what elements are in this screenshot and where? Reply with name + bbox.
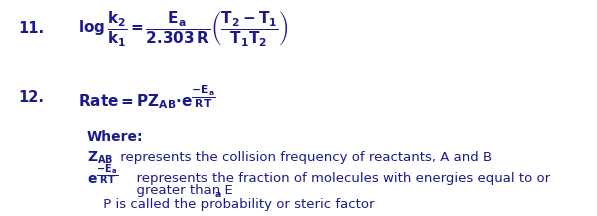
Text: $\mathbf{Z_{AB}}$: $\mathbf{Z_{AB}}$ — [87, 149, 113, 166]
Text: 12.: 12. — [18, 90, 44, 105]
Text: 11.: 11. — [18, 21, 44, 36]
Text: $\mathbf{e^{\dfrac{-E_a}{RT}}}$: $\mathbf{e^{\dfrac{-E_a}{RT}}}$ — [87, 163, 118, 187]
Text: Where:: Where: — [87, 130, 143, 144]
Text: $\mathbf{_a}$: $\mathbf{_a}$ — [214, 187, 221, 200]
Text: represents the fraction of molecules with energies equal to or: represents the fraction of molecules wit… — [128, 172, 550, 185]
Text: P is called the probability or steric factor: P is called the probability or steric fa… — [99, 198, 374, 211]
Text: $\mathbf{log\,\dfrac{k_2}{k_1} = \dfrac{E_a}{2.303\,R}\left(\dfrac{T_2 - T_1}{T_: $\mathbf{log\,\dfrac{k_2}{k_1} = \dfrac{… — [78, 9, 288, 48]
Text: greater than E: greater than E — [128, 184, 233, 197]
Text: represents the collision frequency of reactants, A and B: represents the collision frequency of re… — [116, 151, 493, 164]
Text: $\mathbf{Rate = PZ_{AB}{\cdot}e^{\dfrac{-E_a}{RT}}}$: $\mathbf{Rate = PZ_{AB}{\cdot}e^{\dfrac{… — [78, 83, 216, 111]
